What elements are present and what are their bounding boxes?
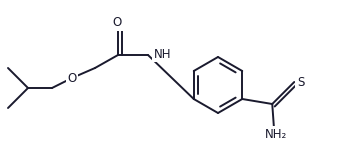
Text: O: O xyxy=(67,71,76,84)
Text: NH₂: NH₂ xyxy=(265,127,288,141)
Text: NH: NH xyxy=(154,48,172,60)
Text: S: S xyxy=(297,76,304,89)
Text: O: O xyxy=(112,16,122,30)
